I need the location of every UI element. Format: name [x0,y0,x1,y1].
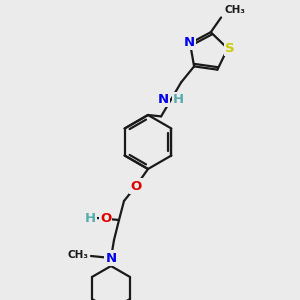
Text: N: N [105,251,117,265]
Text: H: H [173,93,184,106]
Text: N: N [158,93,169,106]
Text: CH₃: CH₃ [68,250,89,260]
Text: S: S [225,42,235,55]
Text: H: H [85,212,96,224]
Text: O: O [100,212,111,224]
Text: N: N [184,36,195,49]
Text: O: O [130,179,142,193]
Text: CH₃: CH₃ [224,5,245,15]
